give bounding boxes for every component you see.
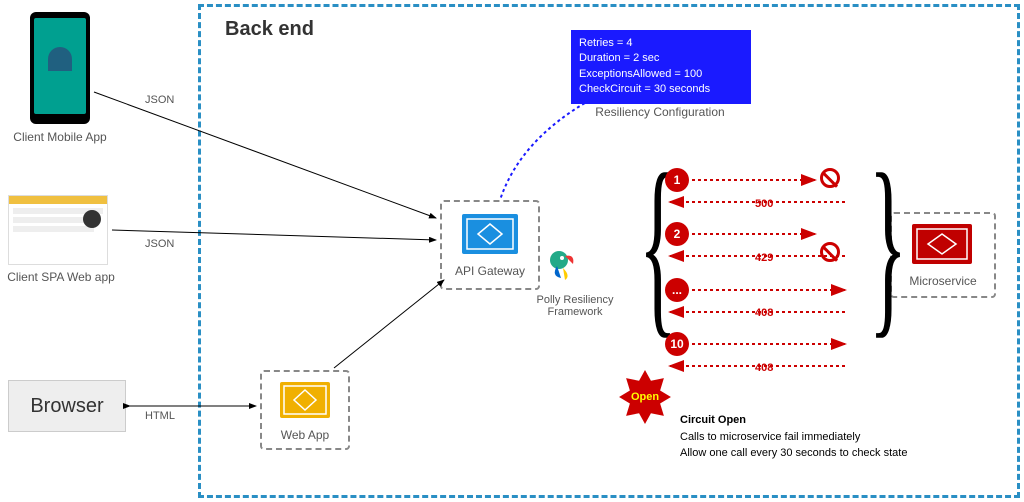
spa-protocol: JSON (145, 238, 174, 250)
browser-label: Browser (30, 395, 103, 418)
attempt-4-code: 408 (755, 362, 773, 374)
attempt-4-num: 10 (665, 332, 689, 356)
config-box: Retries = 4 Duration = 2 sec ExceptionsA… (571, 30, 751, 104)
config-line2: Duration = 2 sec (579, 51, 743, 66)
client-spa (8, 195, 108, 265)
browser-protocol: HTML (145, 410, 175, 422)
config-caption: Resiliency Configuration (580, 105, 740, 119)
webapp-label: Web App (260, 428, 350, 442)
client-mobile-label: Client Mobile App (10, 130, 110, 144)
circuit-text: Circuit Open Calls to microservice fail … (680, 412, 907, 462)
config-line1: Retries = 4 (579, 36, 743, 51)
backend-title: Back end (225, 18, 314, 41)
attempt-3-num: ... (665, 278, 689, 302)
attempt-1-num: 1 (665, 168, 689, 192)
attempt-3-code: 408 (755, 307, 773, 319)
circuit-l3: Allow one call every 30 seconds to check… (680, 445, 907, 462)
open-label: Open (631, 391, 659, 403)
client-mobile (30, 12, 90, 124)
browser-box: Browser (8, 380, 126, 432)
attempt-2-prohibit (820, 242, 840, 262)
mobile-protocol: JSON (145, 94, 174, 106)
attempt-2-code: 429 (755, 252, 773, 264)
polly-icon (543, 246, 583, 286)
circuit-l2: Calls to microservice fail immediately (680, 429, 907, 446)
polly-label: Polly Resiliency Framework (535, 294, 615, 318)
config-line4: CheckCircuit = 30 seconds (579, 82, 743, 97)
client-spa-label: Client SPA Web app (6, 270, 116, 284)
attempt-1-code: 500 (755, 198, 773, 210)
circuit-l1: Circuit Open (680, 412, 907, 429)
apigateway-label: API Gateway (440, 264, 540, 278)
config-line3: ExceptionsAllowed = 100 (579, 67, 743, 82)
right-brace: } (869, 145, 907, 345)
attempt-1-prohibit (820, 168, 840, 188)
attempt-2-num: 2 (665, 222, 689, 246)
